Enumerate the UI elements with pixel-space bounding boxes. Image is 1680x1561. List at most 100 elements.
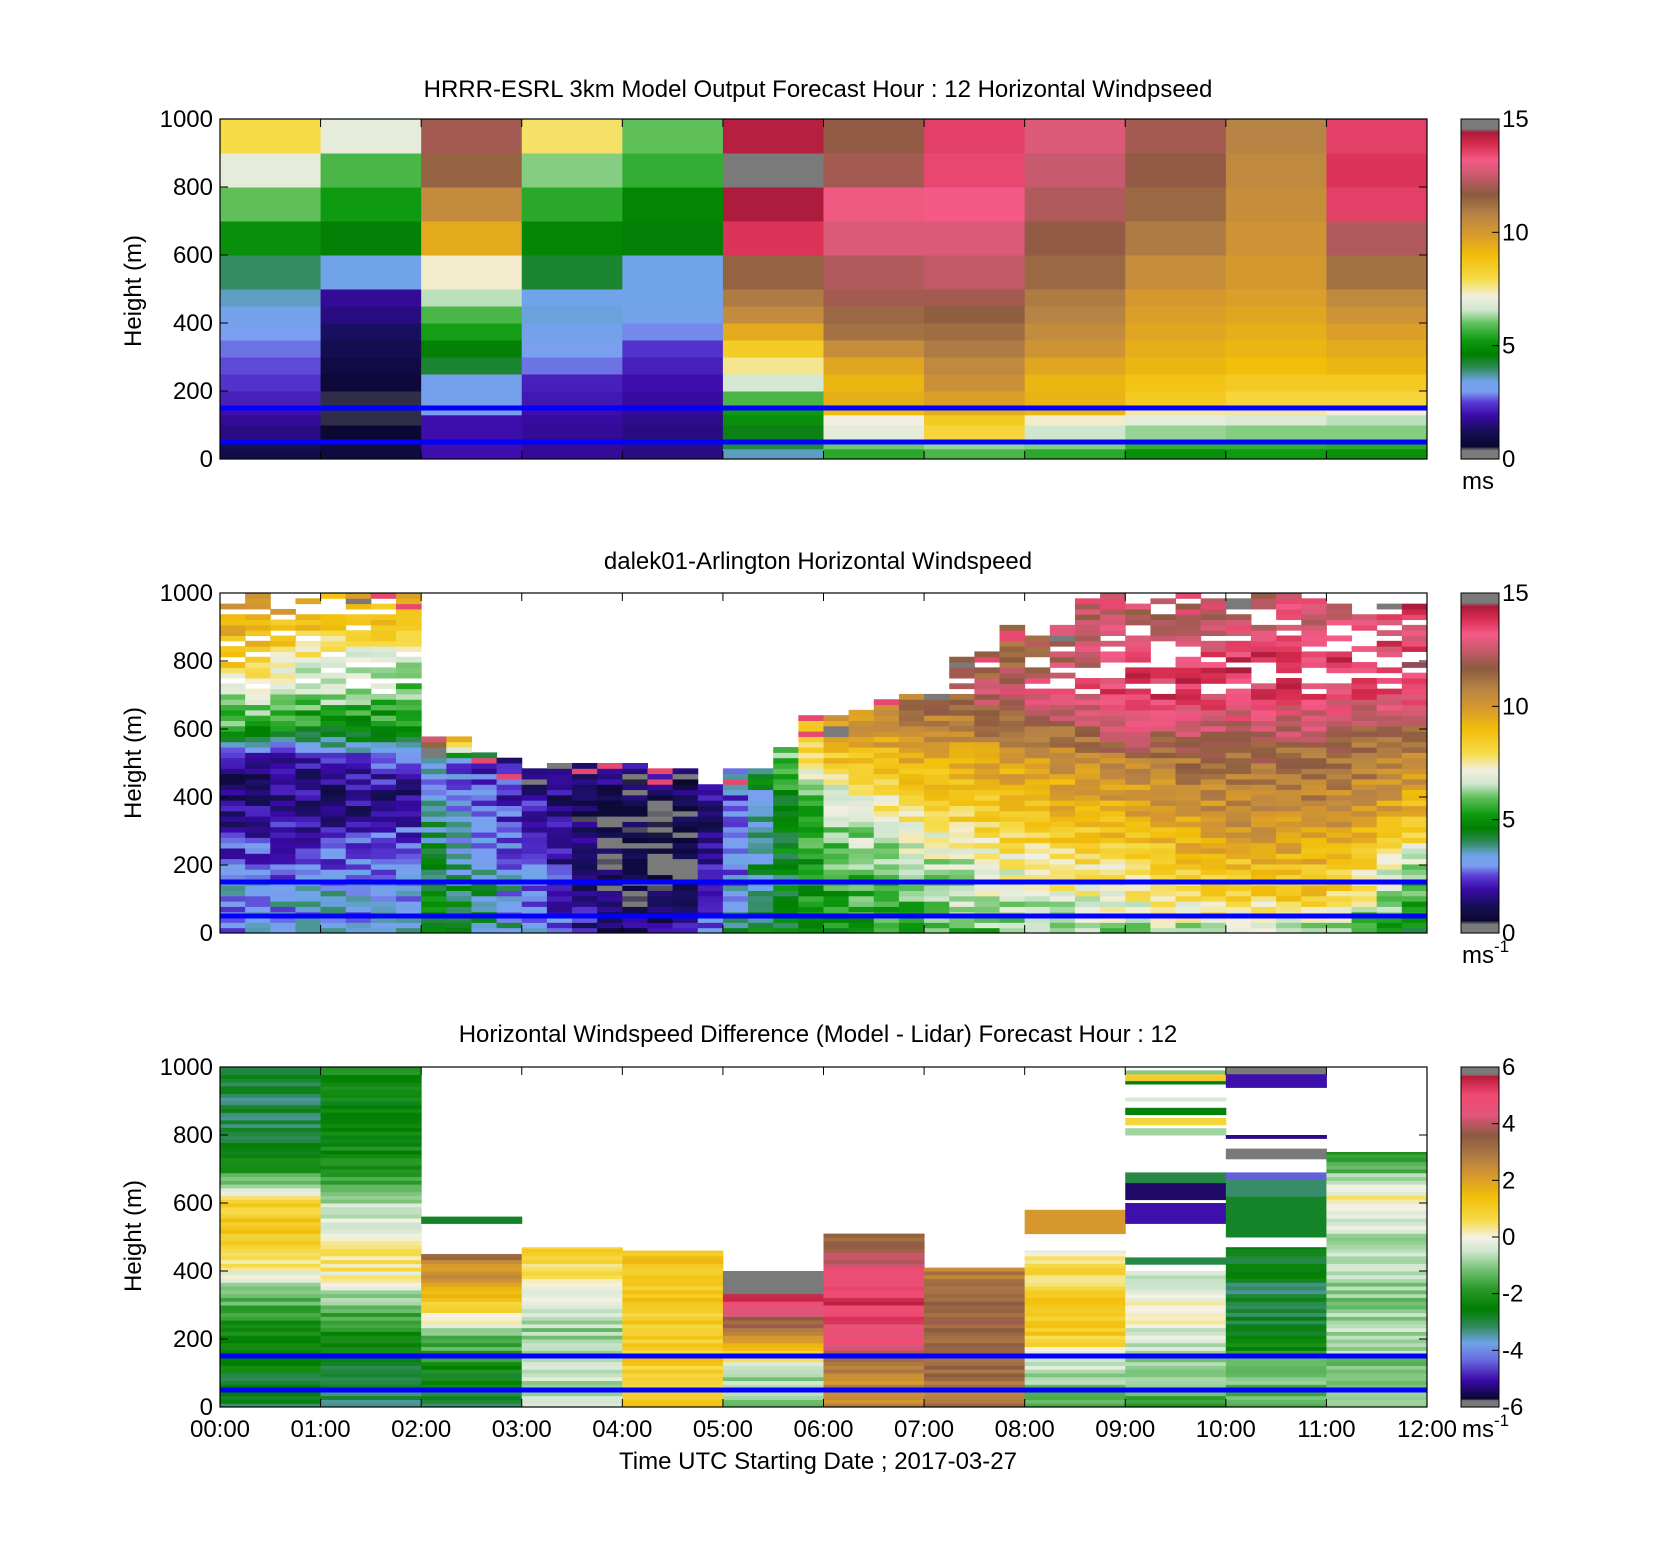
heatmap-cell [1175,922,1202,929]
heatmap-cell [320,1373,422,1378]
colorbar-swatch [1461,637,1499,640]
heatmap-cell [722,1395,824,1400]
heatmap-cell [320,593,347,599]
heatmap-cell [245,863,271,870]
heatmap-cell [1150,720,1177,727]
heatmap-cell [898,752,925,759]
heatmap-cell [848,800,875,806]
colorbar-tick-label: 15 [1502,580,1529,607]
heatmap-cell [1175,693,1202,700]
heatmap-cell [1100,736,1126,743]
heatmap-cell [320,408,422,416]
heatmap-cell [898,842,925,849]
heatmap-cell [949,816,975,822]
heatmap-cell [220,709,246,716]
heatmap-cell [1049,816,1076,822]
heatmap-cell [521,917,548,923]
heatmap-cell [999,773,1026,780]
heatmap-cell [974,874,1001,881]
colorbar-swatch [1461,645,1499,648]
heatmap-cell [924,1320,1026,1325]
heatmap-cell [1326,374,1428,392]
heatmap-cell [1301,901,1327,907]
heatmap-cell [320,1225,422,1230]
heatmap-cell [295,837,322,844]
colorbar-swatch [1461,445,1499,448]
heatmap-cell [496,784,523,791]
heatmap-cell [295,789,322,796]
heatmap-cell [1125,289,1227,307]
heatmap-cell [295,917,322,923]
heatmap-cell [1125,1380,1227,1385]
heatmap-cell [697,917,724,923]
heatmap-cell [320,1085,422,1091]
colorbar-swatch [1461,1379,1499,1382]
heatmap-cell [873,757,900,764]
heatmap-cell [421,1282,523,1287]
heatmap-cell [295,922,322,929]
colorbar-swatch [1461,693,1499,696]
heatmap-cell [1024,1263,1126,1268]
heatmap-cell [1175,800,1202,806]
heatmap-cell [320,1157,422,1162]
heatmap-cell [848,927,875,934]
heatmap-cell [949,890,975,897]
heatmap-cell [1024,922,1051,929]
colorbar-swatch [1461,165,1499,168]
heatmap-cell [1326,1327,1428,1332]
heatmap-cell [270,837,296,844]
heatmap-cell [823,1271,925,1276]
heatmap-cell [924,1357,1026,1363]
heatmap-cell [748,890,774,897]
colorbar-swatch [1461,191,1499,194]
heatmap-cell [597,805,623,812]
heatmap-cell [1351,768,1378,775]
heatmap-cell [270,832,296,838]
heatmap-cell [421,1376,523,1382]
colorbar-swatch [1461,1099,1499,1102]
heatmap-cell [974,778,1001,785]
heatmap-cell [1401,725,1428,732]
heatmap-cell [1225,810,1252,817]
heatmap-cell [320,1082,422,1087]
heatmap-cell [320,1248,422,1253]
colorbar-swatch [1461,911,1499,914]
heatmap-cell [1024,1301,1126,1306]
heatmap-cell [1401,704,1428,711]
heatmap-cell [1250,598,1277,605]
heatmap-cell [1024,1327,1126,1332]
heatmap-cell [220,1093,322,1098]
heatmap-cell [245,773,271,780]
colorbar-swatch [1461,255,1499,258]
colorbar-swatch [1461,649,1499,652]
heatmap-cell [1175,869,1202,876]
heatmap-cell [220,1286,322,1291]
colorbar-tick-label: 5 [1502,807,1515,834]
heatmap-cell [396,603,422,610]
heatmap-cell [622,1365,724,1370]
heatmap-cell [1401,614,1428,621]
heatmap-cell [1326,340,1428,358]
heatmap-cell [220,1376,322,1382]
heatmap-cell [471,874,498,881]
heatmap-cell [1401,927,1428,934]
colorbar-swatch [1461,253,1499,256]
heatmap-cell [1100,630,1126,636]
heatmap-cell [1024,1286,1126,1291]
heatmap-cell [1326,1384,1428,1389]
heatmap-cell [1175,874,1202,881]
heatmap-cell [1100,853,1126,860]
heatmap-cell [1100,747,1126,753]
heatmap-cell [270,693,296,700]
heatmap-cell [873,699,900,706]
heatmap-cell [220,1380,322,1385]
heatmap-cell [1125,608,1151,615]
heatmap-cell [1024,709,1051,716]
heatmap-cell [823,1308,925,1314]
heatmap-cell [1024,731,1051,737]
heatmap-cell [1326,1335,1428,1340]
heatmap-cell [1326,1286,1428,1291]
heatmap-cell [722,885,749,891]
heatmap-cell [1125,848,1151,854]
heatmap-cell [798,853,824,860]
